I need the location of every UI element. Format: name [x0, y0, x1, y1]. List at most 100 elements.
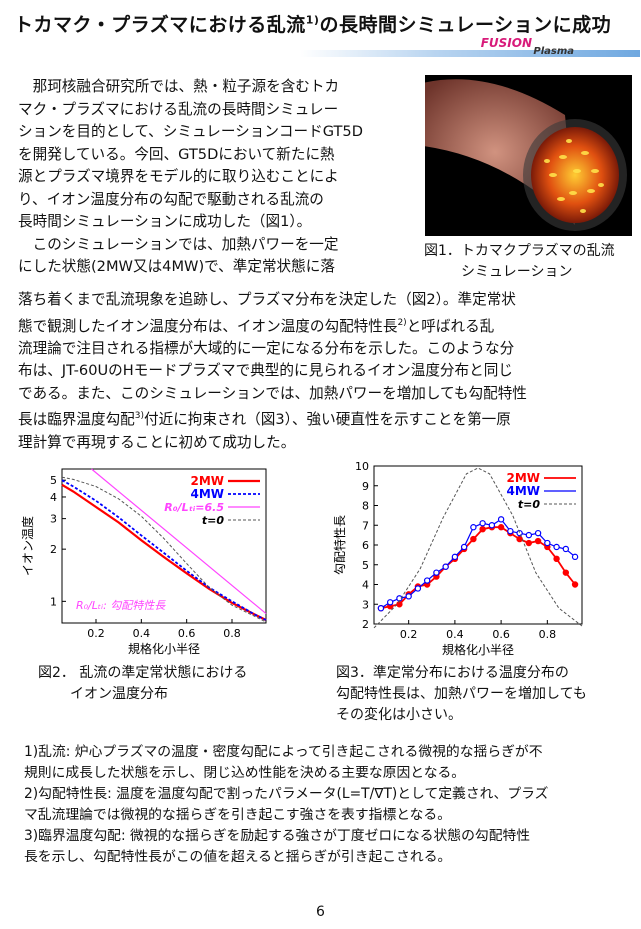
y-tick-label: 4 — [50, 491, 57, 504]
legend-label: 2MW — [190, 474, 224, 488]
x-tick-label: 0.6 — [178, 627, 196, 640]
data-point — [534, 537, 542, 545]
intro-line: 那珂核融合研究所では、熱・粒子源を含むトカ — [18, 78, 340, 95]
figure-2-caption-line: イオン温度分布 — [70, 686, 168, 702]
data-point — [553, 543, 560, 551]
fusion-plasma-banner: FUSION Plasma — [300, 36, 640, 66]
footnote-line: 長を示し、勾配特性長がこの値を超えると揺らぎが引き起こされる。 — [24, 849, 452, 865]
chart-annotation: R₀/Lₜᵢ: 勾配特性長 — [76, 599, 166, 612]
series-line — [61, 479, 267, 621]
series-line — [380, 518, 576, 609]
figure-1-caption-line: シミュレーション — [461, 264, 573, 280]
series-line — [380, 526, 576, 610]
y-tick-label: 7 — [362, 519, 369, 532]
data-point — [460, 543, 468, 551]
plot-frame — [61, 468, 267, 624]
data-point — [414, 585, 422, 592]
data-point — [553, 555, 560, 563]
x-tick-label: 0.6 — [492, 628, 510, 641]
data-point — [507, 527, 514, 535]
legend-label: t=0 — [202, 514, 224, 527]
x-tick-label: 0.8 — [223, 627, 241, 640]
data-point — [544, 539, 551, 547]
body-line: 長は臨界温度勾配3)付近に拘束され（図3）、強い硬直性を示すことを第一原 — [18, 411, 511, 429]
intro-line: ションを目的として、シミュレーションコードGT5D — [18, 123, 363, 140]
series-line — [91, 468, 267, 615]
data-point — [571, 553, 579, 561]
gradient-length-chart: 0.2 0.4 0.6 0.8 2 3 4 5 6 7 8 9 10 規格化小半径 勾配特性長 2MW4MWt… — [332, 460, 583, 657]
body-paragraph: 落ち着くまで乱流現象を追跡し、プラズマ分布を決定した（図2）。準定常状 態で観測… — [18, 289, 638, 454]
legend-label: 2MW — [506, 471, 540, 485]
footnote-line: 2)勾配特性長: 温度を温度勾配で割ったパラメータ(L=T/∇T)として定義され… — [24, 786, 549, 802]
figure-2-caption: 図2． 乱流の準定常状態における イオン温度分布 — [38, 663, 298, 705]
y-tick-label: 5 — [362, 559, 369, 572]
data-point — [562, 569, 570, 576]
y-tick-label: 1 — [50, 595, 57, 608]
y-axis-label: イオン温度 — [20, 516, 35, 576]
legend-label: R₀/Lₜᵢ=6.5 — [164, 501, 224, 514]
intro-line: 源とプラズマ境界をモデル的に取り込むことによ — [18, 168, 339, 185]
figure-3-caption-line: 図3．準定常分布における温度分布の — [336, 665, 569, 681]
data-point — [516, 535, 523, 543]
intro-line: マク・プラズマにおける乱流の長時間シミュレー — [18, 100, 339, 118]
footnotes: 1)乱流: 炉心プラズマの温度・密度勾配によって引き起こされる微視的な揺らぎが不… — [24, 742, 624, 868]
y-tick-label: 3 — [50, 513, 57, 526]
data-point — [433, 569, 440, 576]
data-point — [451, 553, 459, 561]
data-point — [423, 577, 431, 584]
x-tick-label: 0.8 — [539, 628, 557, 641]
data-point — [470, 535, 477, 543]
intro-line: り、イオン温度分布の勾配で駆動される乱流の — [18, 190, 324, 208]
data-point — [479, 525, 486, 533]
body-line: 布は、JT-60UのHモードプラズマで典型的に見られるイオン温度分布と同じ — [18, 362, 513, 380]
intro-line: にした状態(2MW又は4MW)で、準定常状態に落 — [18, 258, 335, 275]
x-tick-label: 0.4 — [133, 627, 151, 640]
data-point — [442, 563, 449, 570]
y-tick-label: 6 — [362, 539, 369, 552]
y-tick-label: 8 — [362, 500, 369, 513]
y-tick-label: 5 — [50, 474, 57, 487]
data-point — [534, 529, 542, 537]
body-line: 落ち着くまで乱流現象を追跡し、プラズマ分布を決定した（図2）。準定常状 — [18, 291, 516, 308]
legend-label: 4MW — [190, 487, 224, 501]
y-tick-label: 2 — [362, 618, 369, 631]
legend-label: t=0 — [518, 498, 540, 511]
figure-1-caption-line: 図1．トカマクプラズマの乱流 — [424, 243, 615, 259]
intro-line: このシミュレーションでは、加熱パワーを一定 — [18, 235, 339, 253]
figure-3-caption-line: 勾配特性長は、加熱パワーを増加しても — [336, 686, 587, 702]
y-tick-label: 10 — [355, 460, 369, 473]
footnote-line: 3)臨界温度勾配: 微視的な揺らぎを励起する強さが丁度ゼロになる状態の勾配特性 — [24, 828, 531, 844]
y-tick-label: 3 — [362, 598, 369, 611]
y-tick-label: 4 — [362, 579, 369, 592]
data-point — [571, 581, 579, 588]
x-axis-label: 規格化小半径 — [128, 641, 200, 656]
data-point — [470, 524, 477, 531]
x-tick-label: 0.4 — [446, 628, 464, 641]
series-line — [61, 476, 267, 623]
data-point — [377, 604, 385, 612]
page-title: トカマク・プラズマにおける乱流1)の長時間シミュレーションに成功 — [14, 13, 612, 36]
y-tick-label: 2 — [50, 543, 57, 556]
intro-line: 長時間シミュレーションに成功した（図1）。 — [18, 213, 312, 230]
data-point — [562, 545, 570, 553]
x-tick-label: 0.2 — [87, 627, 105, 640]
banner-plasma-label: Plasma — [533, 46, 574, 57]
y-axis-label: 勾配特性長 — [332, 515, 347, 575]
footnote-line: 規則に成長した状態を示し、閉じ込め性能を決める主要な原因となる。 — [24, 765, 466, 781]
body-line: である。また、このシミュレーションでは、加熱パワーを増加しても勾配特性 — [18, 384, 527, 402]
intro-paragraph: 那珂核融合研究所では、熱・粒子源を含むトカ マク・プラズマにおける乱流の長時間シ… — [18, 76, 423, 279]
figure-1-caption: 図1．トカマクプラズマの乱流 シミュレーション — [424, 241, 639, 283]
data-point — [488, 522, 496, 529]
data-point — [525, 531, 533, 539]
figure-3-caption-line: その変化は小さい。 — [336, 707, 462, 723]
intro-line: を開発している。今回、GT5Dにおいて新たに熱 — [18, 145, 335, 163]
page-number: 6 — [316, 904, 325, 920]
footnote-line: マ乱流理論では微視的な揺らぎを引き起こす強さを表す指標となる。 — [24, 807, 452, 823]
x-axis-label: 規格化小半径 — [442, 642, 514, 657]
figure-2-caption-line: 図2． 乱流の準定常状態における — [38, 665, 248, 681]
data-point — [497, 516, 505, 523]
data-point — [497, 524, 505, 531]
body-line: 理計算で再現することに初めて成功した。 — [18, 433, 296, 451]
data-point — [396, 601, 403, 608]
ion-temperature-chart: 0.2 0.4 0.6 0.812345規格化小半径イオン温度2MW4MWR₀/Lₜᵢ… — [20, 468, 267, 656]
